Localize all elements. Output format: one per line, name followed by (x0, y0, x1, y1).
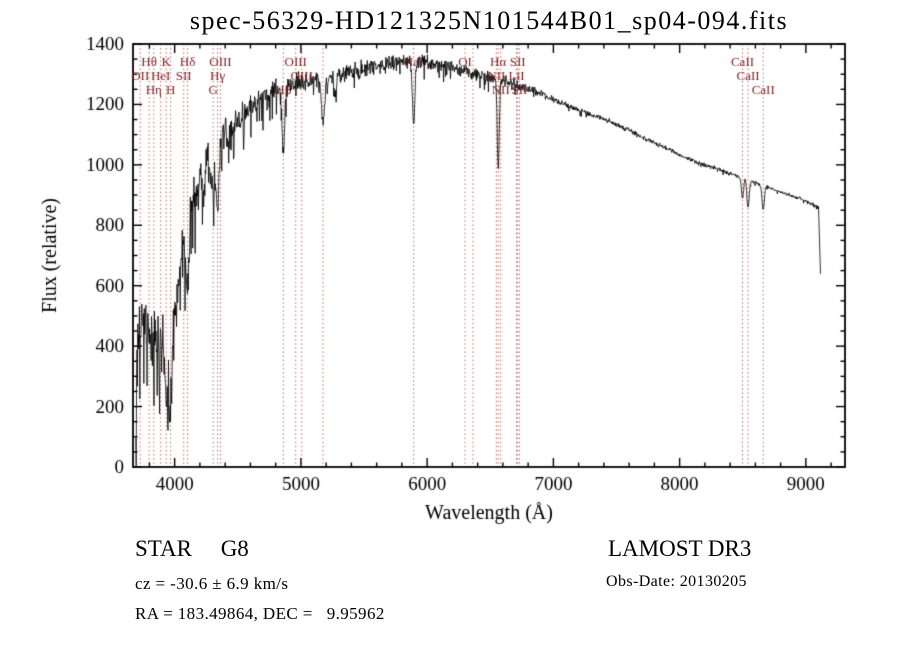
plot-title: spec-56329-HD121325N101544B01_sp04-094.f… (189, 6, 789, 35)
obs-date: Obs-Date: 20130205 (606, 573, 747, 590)
survey-label: LAMOST DR3 (608, 536, 752, 561)
ra-dec: RA = 183.49864, DEC = 9.95962 (135, 604, 385, 623)
cz-value: cz = -30.6 ± 6.9 km/s (135, 574, 289, 593)
object-class-label: STAR G8 (135, 536, 249, 561)
